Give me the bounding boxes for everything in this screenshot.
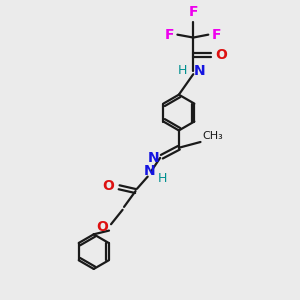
Text: N: N — [144, 164, 156, 178]
Text: CH₃: CH₃ — [202, 130, 223, 141]
Text: F: F — [164, 28, 174, 42]
Text: N: N — [194, 64, 206, 78]
Text: N: N — [147, 152, 159, 165]
Text: O: O — [215, 48, 227, 62]
Text: O: O — [103, 179, 115, 193]
Text: H: H — [158, 172, 167, 184]
Text: F: F — [188, 5, 198, 19]
Text: H: H — [178, 64, 187, 77]
Text: O: O — [96, 220, 108, 234]
Text: F: F — [212, 28, 221, 42]
